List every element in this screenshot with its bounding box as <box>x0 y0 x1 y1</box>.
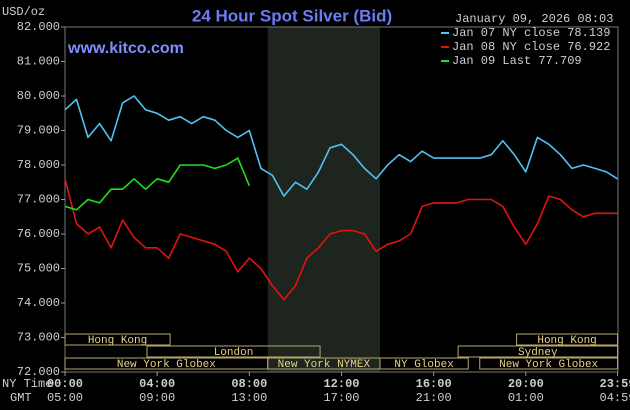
session-label: London <box>214 347 254 359</box>
session-label: Hong Kong <box>537 335 596 347</box>
x-tick-label-gmt: 17:00 <box>323 391 359 405</box>
x-row-label: NY Time <box>2 377 52 391</box>
x-tick-label: 04:00 <box>139 377 175 391</box>
x-tick-label-gmt: 05:00 <box>47 391 83 405</box>
unit-label: USD/oz <box>2 5 45 19</box>
session-box <box>379 357 469 370</box>
session-box <box>457 345 619 358</box>
session-label: NY Globex <box>394 359 454 371</box>
session-label: New York Globex <box>499 359 598 371</box>
x-tick-label: 16:00 <box>416 377 452 391</box>
session-box <box>64 333 171 346</box>
session-shade <box>267 27 380 372</box>
x-row-label: GMT <box>10 391 32 405</box>
y-tick-label: 73.000 <box>17 331 60 345</box>
series-line <box>64 95 618 197</box>
legend-label: Jan 07 NY close 78.139 <box>452 26 610 40</box>
session-box <box>146 345 321 358</box>
chart-title: 24 Hour Spot Silver (Bid) <box>192 6 392 25</box>
x-tick-label-gmt: 21:00 <box>416 391 452 405</box>
session-label: Hong Kong <box>88 335 147 347</box>
legend-label: Jan 09 Last 77.709 <box>452 54 582 68</box>
session-label: New York NYMEX <box>278 359 371 371</box>
y-tick-label: 72.000 <box>17 365 60 379</box>
y-tick-label: 75.000 <box>17 262 60 276</box>
session-box <box>479 357 619 370</box>
session-label: New York Globex <box>117 359 216 371</box>
y-tick-label: 76.000 <box>17 227 60 241</box>
x-tick-label-gmt: 04:59 <box>600 391 630 405</box>
series-line <box>64 157 251 211</box>
x-tick-label: 08:00 <box>231 377 267 391</box>
y-tick-label: 81.000 <box>17 55 60 69</box>
session-box <box>516 333 619 346</box>
x-tick-label: 23:59 <box>600 377 630 391</box>
x-tick-label: 00:00 <box>47 377 83 391</box>
legend-label: Jan 08 NY close 76.922 <box>452 40 610 54</box>
y-tick-label: 82.000 <box>17 20 60 34</box>
y-tick-label: 78.000 <box>17 158 60 172</box>
x-tick-label: 20:00 <box>508 377 544 391</box>
y-tick-label: 74.000 <box>17 296 60 310</box>
y-tick-label: 77.000 <box>17 193 60 207</box>
x-tick-label-gmt: 13:00 <box>231 391 267 405</box>
y-tick-label: 79.000 <box>17 124 60 138</box>
y-tick-label: 80.000 <box>17 89 60 103</box>
timestamp: January 09, 2026 08:03 <box>455 12 613 26</box>
session-label: Sydney <box>518 347 558 359</box>
x-tick-label: 12:00 <box>323 377 359 391</box>
chart-subtitle: www.kitco.com <box>67 40 184 57</box>
x-tick-label-gmt: 09:00 <box>139 391 175 405</box>
series-line <box>64 178 618 301</box>
x-tick-label-gmt: 01:00 <box>508 391 544 405</box>
